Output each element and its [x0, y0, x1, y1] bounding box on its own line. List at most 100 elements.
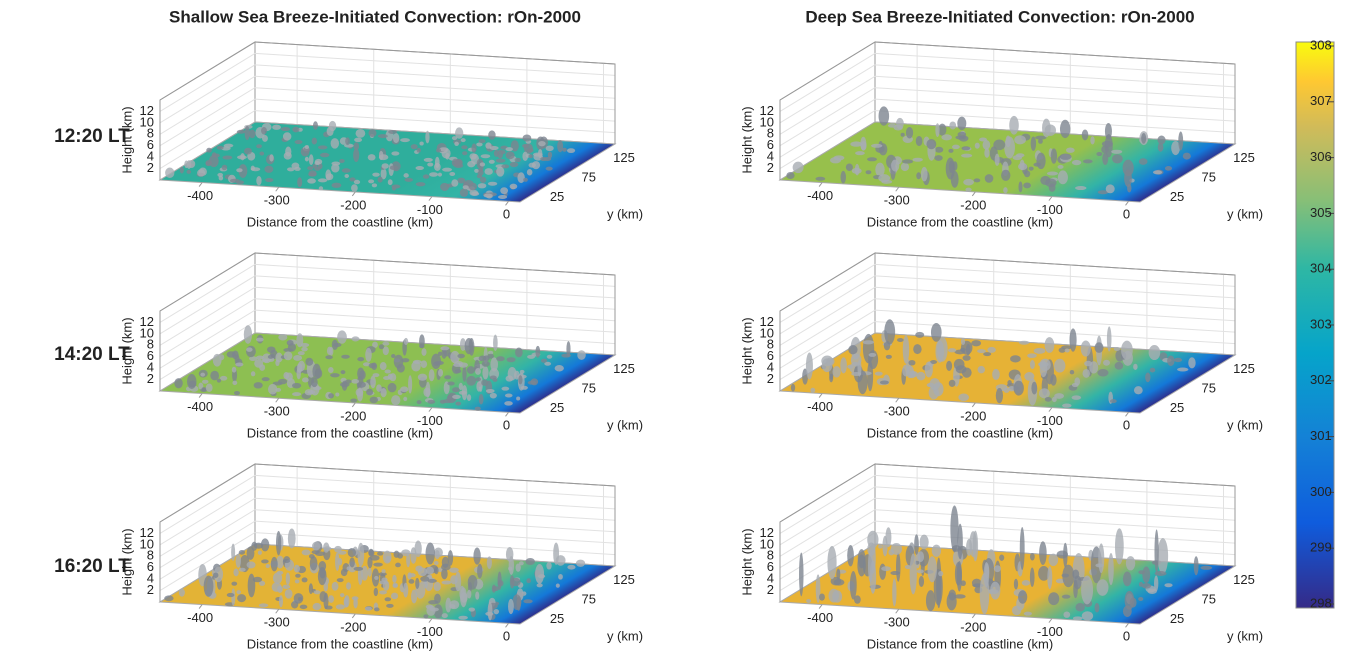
- cloud: [442, 167, 453, 172]
- cloud: [488, 159, 495, 164]
- cloud: [920, 166, 928, 182]
- y-tick-label: 75: [582, 591, 596, 606]
- z-tick-label: 2: [767, 582, 774, 597]
- cloud: [454, 571, 462, 592]
- cloud: [261, 559, 269, 564]
- cloud: [372, 172, 380, 177]
- cloud: [259, 151, 265, 156]
- cloud: [510, 577, 521, 587]
- cloud: [1109, 399, 1117, 404]
- cloud: [879, 563, 887, 580]
- cloud: [547, 151, 553, 159]
- grid-line: [254, 509, 616, 533]
- cloud: [403, 173, 409, 178]
- cloud: [523, 599, 533, 604]
- cloud: [995, 388, 1004, 404]
- cloud: [965, 187, 972, 192]
- column-title: Deep Sea Breeze-Initiated Convection: rO…: [805, 7, 1194, 26]
- cloud: [915, 135, 923, 147]
- cloud: [377, 176, 383, 183]
- cloud: [977, 349, 986, 354]
- cloud: [425, 566, 435, 575]
- cloud: [938, 570, 944, 577]
- cloud: [925, 590, 936, 612]
- cloud: [287, 167, 295, 172]
- grid-line: [254, 298, 616, 322]
- cloud: [317, 145, 328, 150]
- cloud: [878, 544, 883, 549]
- cloud: [1062, 403, 1072, 408]
- cloud: [408, 579, 415, 584]
- cloud: [469, 153, 477, 160]
- cloud: [1108, 552, 1114, 586]
- cloud: [999, 554, 1005, 561]
- grid-line: [779, 509, 876, 569]
- tick-mark: [428, 407, 433, 412]
- cloud: [389, 373, 397, 382]
- cloud: [918, 575, 925, 587]
- y-tick-label: 75: [582, 169, 596, 184]
- cloud: [452, 394, 461, 399]
- cloud: [1097, 369, 1109, 377]
- cloud: [935, 340, 944, 363]
- cloud: [235, 180, 245, 185]
- x-axis-label: Distance from the coastline (km): [247, 214, 433, 229]
- cloud: [370, 375, 376, 389]
- cloud: [875, 162, 885, 177]
- cloud: [509, 183, 518, 190]
- cloud: [222, 155, 233, 160]
- cloud: [1138, 596, 1144, 601]
- cloud: [973, 178, 981, 183]
- cloud: [304, 156, 309, 162]
- cloud: [357, 381, 366, 388]
- cloud: [277, 378, 288, 385]
- cloud: [237, 594, 247, 603]
- cloud: [186, 160, 192, 169]
- cloud: [357, 542, 365, 567]
- cloud: [508, 556, 515, 575]
- cloud: [179, 166, 184, 174]
- grid-line: [159, 520, 256, 580]
- cloud: [444, 375, 452, 380]
- cloud: [840, 357, 847, 374]
- box-edge: [874, 41, 1236, 65]
- cloud: [1004, 136, 1015, 159]
- cloud: [1122, 571, 1132, 587]
- cloud: [487, 350, 494, 355]
- cloud: [330, 138, 340, 149]
- y-tick-label: 25: [550, 611, 564, 626]
- z-tick-label: 6: [767, 348, 774, 363]
- grid-line: [254, 520, 616, 544]
- cloud: [1171, 140, 1181, 156]
- cloud: [374, 575, 379, 580]
- cloud: [260, 538, 270, 552]
- cloud: [265, 178, 274, 183]
- y-tick-label: 25: [550, 189, 564, 204]
- cloud: [469, 189, 479, 196]
- cloud: [283, 351, 293, 361]
- cloud: [1200, 565, 1213, 570]
- cloud: [1094, 602, 1100, 613]
- cloud: [339, 158, 345, 163]
- cloud: [917, 551, 925, 563]
- cloud: [341, 168, 351, 173]
- cloud: [475, 368, 481, 375]
- cloud: [415, 577, 420, 590]
- grid-line: [254, 87, 616, 111]
- cloud: [850, 141, 863, 147]
- cloud: [979, 137, 988, 142]
- x-tick-label: -200: [960, 619, 986, 634]
- cloud: [1019, 526, 1025, 571]
- cloud: [415, 166, 425, 171]
- y-tick-label: 75: [1202, 169, 1216, 184]
- cloud: [380, 388, 387, 398]
- z-tick-label: 10: [760, 325, 774, 340]
- cloud: [381, 163, 389, 169]
- cloud: [449, 567, 459, 573]
- cloud: [505, 147, 513, 152]
- cloud: [420, 576, 430, 582]
- x-axis-label: Distance from the coastline (km): [247, 636, 433, 651]
- cloud: [359, 370, 366, 380]
- cloud: [989, 589, 999, 595]
